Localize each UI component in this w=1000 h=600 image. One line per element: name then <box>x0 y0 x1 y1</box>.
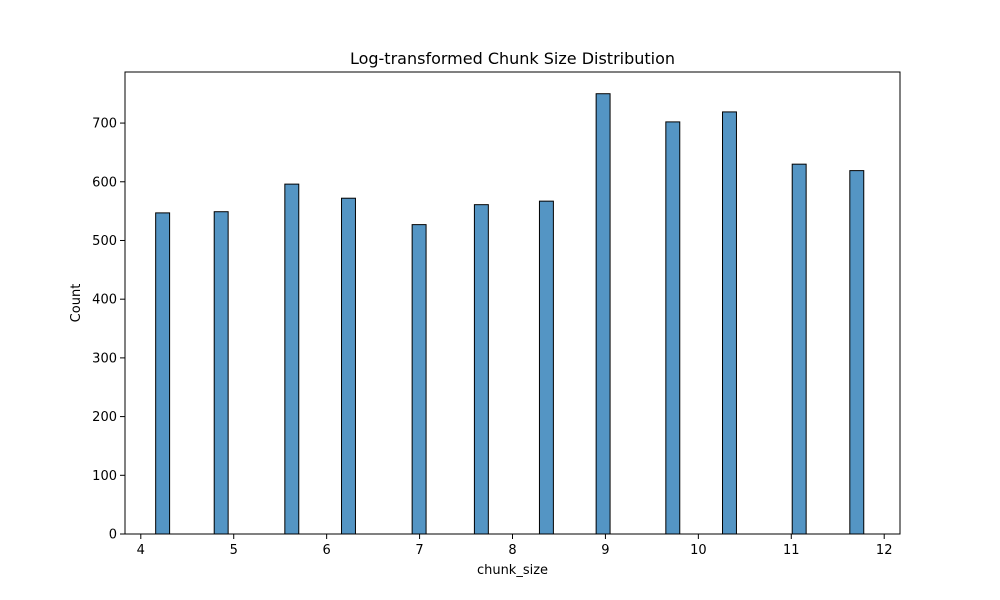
histogram-bar-7 <box>538 200 554 535</box>
histogram-bar-1 <box>155 212 171 535</box>
y-tick-label: 500 <box>92 234 117 249</box>
histogram-bar-8 <box>595 93 611 535</box>
y-tick-label: 400 <box>92 293 117 308</box>
x-tick-label: 10 <box>690 543 707 558</box>
y-axis-ticks: 0 100 200 300 400 500 600 700 <box>92 117 125 543</box>
x-tick-label: 6 <box>323 543 331 558</box>
histogram-bar-11 <box>791 163 807 535</box>
histogram-bar-3 <box>284 183 300 535</box>
histogram-bar-4 <box>341 197 356 535</box>
histogram-bar-2 <box>213 211 229 535</box>
x-tick-label: 11 <box>783 543 800 558</box>
histogram-bar-5 <box>411 224 427 535</box>
y-tick-label: 100 <box>92 469 117 484</box>
y-tick-label: 600 <box>92 175 117 190</box>
y-tick-label: 200 <box>92 410 117 425</box>
x-tick-label: 4 <box>137 543 145 558</box>
chart-title: Log-transformed Chunk Size Distribution <box>350 49 675 68</box>
x-tick-label: 5 <box>230 543 238 558</box>
x-tick-label: 9 <box>601 543 609 558</box>
x-axis-ticks: 4 5 6 7 8 9 10 11 12 <box>137 534 893 558</box>
histogram-bar-6 <box>473 204 489 535</box>
x-tick-label: 7 <box>415 543 423 558</box>
x-tick-label: 8 <box>508 543 516 558</box>
histogram-bar-9 <box>665 121 681 535</box>
y-tick-label: 300 <box>92 351 117 366</box>
histogram-bar-10 <box>722 111 737 535</box>
y-tick-label: 0 <box>109 528 117 543</box>
histogram-bar-12 <box>849 170 865 535</box>
y-axis-label: Count <box>69 284 84 323</box>
x-tick-label: 12 <box>876 543 893 558</box>
y-tick-label: 700 <box>92 117 117 132</box>
x-axis-label: chunk_size <box>477 563 548 578</box>
